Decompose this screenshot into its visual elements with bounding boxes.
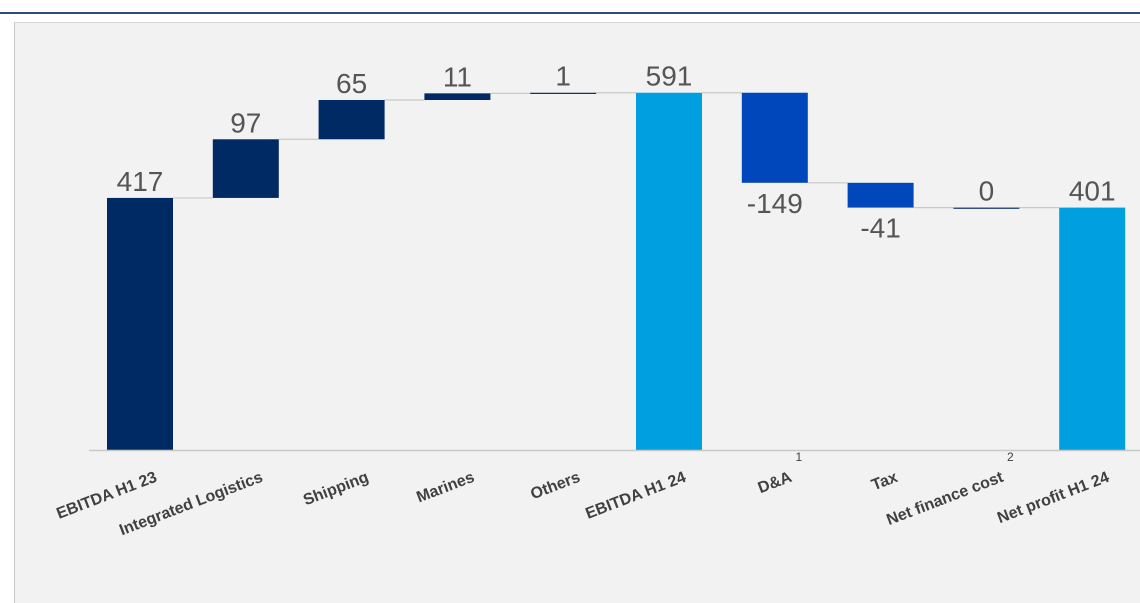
footnote-marker: 2 (1007, 450, 1014, 464)
bar-5 (636, 92, 702, 450)
category-label: Others (528, 469, 582, 503)
value-label: 11 (443, 61, 472, 92)
value-label: 417 (117, 166, 164, 197)
category-label: Net finance cost (884, 469, 1006, 529)
value-label: 1 (555, 61, 571, 92)
value-label: -41 (860, 213, 900, 244)
category-label: Net profit H1 24 (995, 469, 1112, 527)
bar-7 (847, 182, 914, 208)
category-label: Marines (414, 469, 477, 507)
bar-8 (953, 207, 1020, 209)
category-label: Tax (869, 469, 900, 494)
bar-1 (212, 139, 279, 198)
bar-9 (1059, 207, 1126, 450)
bar-6 (741, 92, 808, 183)
value-label: -149 (747, 188, 803, 219)
value-label: 97 (230, 107, 261, 138)
value-label: 65 (336, 68, 367, 99)
category-label: EBITDA H1 24 (583, 469, 688, 523)
bar-3 (424, 93, 491, 100)
footnote-marker: 1 (795, 450, 802, 464)
chart-panel: 417 97 65 11 1 591 -149 -41 0 401 EBITDA H1 23 Inte… (14, 22, 1140, 603)
value-label: 0 (979, 176, 995, 207)
value-label: 401 (1069, 176, 1116, 207)
bar-4 (530, 92, 597, 94)
category-label: Shipping (301, 469, 371, 509)
bar-2 (318, 99, 385, 140)
category-label: D&A (756, 469, 795, 497)
value-label: 591 (646, 61, 693, 92)
bar-0 (107, 197, 173, 450)
top-border (0, 0, 1140, 14)
